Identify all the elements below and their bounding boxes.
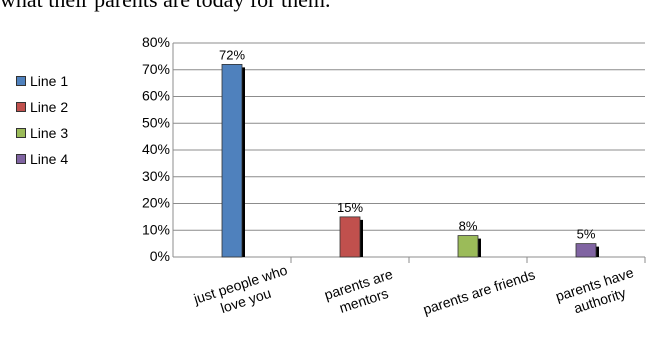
legend-item-line-3: Line 3 — [16, 120, 68, 146]
x-tick-label-3: parents are friends — [421, 266, 537, 317]
bar-4 — [575, 243, 597, 258]
bar-1 — [221, 64, 243, 258]
data-label-4: 5% — [577, 227, 596, 242]
chart-legend: Line 1 Line 2 Line 3 Line 4 — [16, 68, 68, 172]
y-tick-label-60: 60% — [142, 88, 170, 104]
legend-label-line-4: Line 4 — [30, 151, 69, 167]
bar-3 — [457, 235, 479, 258]
data-label-2: 15% — [337, 200, 363, 215]
legend-swatch-line-2 — [16, 102, 26, 112]
legend-swatch-line-3 — [16, 128, 26, 138]
bar-2 — [339, 216, 361, 258]
y-tick-label-30: 30% — [142, 168, 170, 184]
legend-label-line-3: Line 3 — [30, 125, 69, 141]
legend-swatch-line-4 — [16, 154, 26, 164]
x-tick-label-2: parents arementors — [322, 266, 400, 319]
legend-item-line-1: Line 1 — [16, 68, 68, 94]
page-caption-fragment: what their parents are today for them. — [0, 0, 330, 13]
y-tick-label-70: 70% — [142, 61, 170, 77]
legend-item-line-4: Line 4 — [16, 146, 68, 172]
y-tick-label-40: 40% — [142, 141, 170, 157]
data-label-1: 72% — [219, 47, 245, 62]
legend-label-line-1: Line 1 — [30, 73, 69, 89]
x-tick-label-4: parents haveauthority — [553, 264, 640, 320]
x-tick-label-1: just people wholove you — [191, 262, 295, 324]
legend-swatch-line-1 — [16, 76, 26, 86]
y-tick-label-50: 50% — [142, 114, 170, 130]
y-tick-label-10: 10% — [142, 221, 170, 237]
x-tick-label-line: parents are friends — [421, 266, 537, 317]
legend-label-line-2: Line 2 — [30, 99, 69, 115]
legend-item-line-2: Line 2 — [16, 94, 68, 120]
y-tick-label-20: 20% — [142, 195, 170, 211]
data-label-3: 8% — [459, 219, 478, 234]
y-tick-label-80: 80% — [142, 34, 170, 50]
y-tick-label-0: 0% — [150, 248, 170, 264]
